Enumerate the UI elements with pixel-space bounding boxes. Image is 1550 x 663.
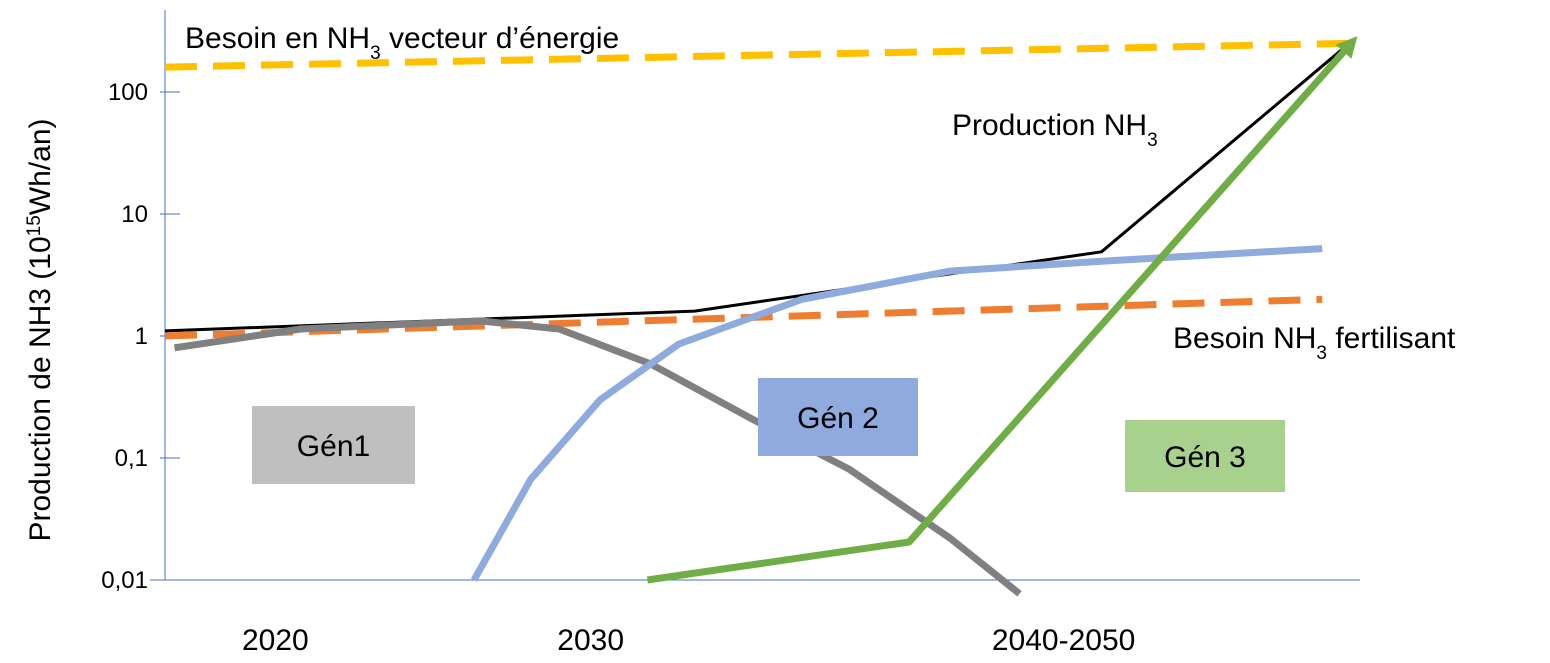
y-axis-label: Production de NH3 (1015Wh/an) bbox=[24, 118, 58, 541]
x-tick-label: 2020 bbox=[242, 624, 309, 657]
generation-box bbox=[252, 406, 415, 484]
series-line bbox=[164, 49, 1343, 333]
y-tick-label: 0,01 bbox=[101, 567, 148, 594]
y-axis-label-part: Wh/an) bbox=[24, 118, 57, 215]
series-line bbox=[646, 36, 1358, 584]
x-tick-label: 2030 bbox=[557, 624, 624, 657]
x-tick-label: 2040-2050 bbox=[992, 624, 1135, 657]
series-label-part: fertilisant bbox=[1327, 322, 1456, 355]
series-label-part: 3 bbox=[370, 43, 381, 64]
series-label-part: Besoin NH bbox=[1173, 322, 1316, 355]
generation-box bbox=[758, 378, 918, 456]
y-axis-label-part: 15 bbox=[24, 215, 45, 236]
series-label-part: 3 bbox=[1316, 343, 1327, 364]
series-label: Production NH3 bbox=[952, 109, 1158, 151]
generation-label: Gén1 bbox=[297, 430, 370, 463]
series-label-part: vecteur d’énergie bbox=[381, 22, 619, 55]
series-label-part: Besoin en NH bbox=[185, 22, 370, 55]
generation-label: Gén 2 bbox=[797, 402, 879, 435]
series-line bbox=[470, 245, 1323, 582]
generation-box bbox=[1125, 420, 1285, 492]
y-tick-label: 1 bbox=[135, 323, 148, 350]
y-axis-label-part: Production de NH3 (10 bbox=[24, 236, 57, 541]
series-label: Besoin en NH3 vecteur d’énergie bbox=[185, 22, 619, 64]
series-line bbox=[164, 39, 1348, 71]
generation-label: Gén 3 bbox=[1164, 441, 1246, 474]
series-label-part: 3 bbox=[1147, 130, 1158, 151]
y-tick-label: 10 bbox=[121, 201, 148, 228]
series-label-part: Production NH bbox=[952, 109, 1147, 142]
y-tick-label: 100 bbox=[108, 79, 148, 106]
series-label: Besoin NH3 fertilisant bbox=[1173, 322, 1456, 364]
y-tick-label: 0,1 bbox=[115, 445, 148, 472]
